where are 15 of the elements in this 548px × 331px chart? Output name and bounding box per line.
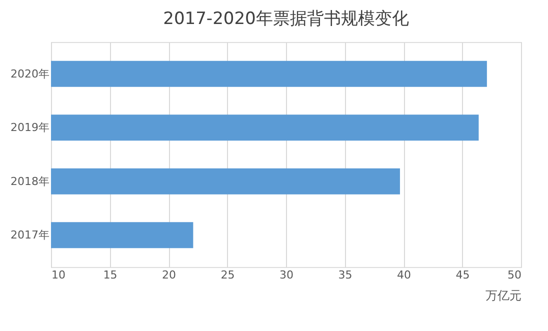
x-tick-label: 15: [103, 268, 118, 282]
y-tick-label: 2019年: [10, 121, 50, 134]
x-tick-label: 45: [456, 268, 470, 282]
x-tick-label: 25: [220, 268, 235, 282]
x-tick-label: 30: [280, 268, 294, 282]
x-tick-label: 10: [52, 268, 66, 282]
x-axis-title: 万亿元: [486, 288, 522, 302]
x-tick-label: 35: [338, 268, 352, 282]
y-tick-label: 2020年: [10, 67, 50, 80]
x-tick-label: 50: [508, 268, 522, 282]
x-tick-label: 40: [397, 268, 411, 282]
chart-title: 2017-2020年票据背书规模变化: [163, 9, 409, 29]
y-tick-label: 2018年: [10, 174, 50, 188]
x-tick-label: 20: [162, 268, 176, 282]
y-tick-label: 2017年: [10, 228, 50, 242]
